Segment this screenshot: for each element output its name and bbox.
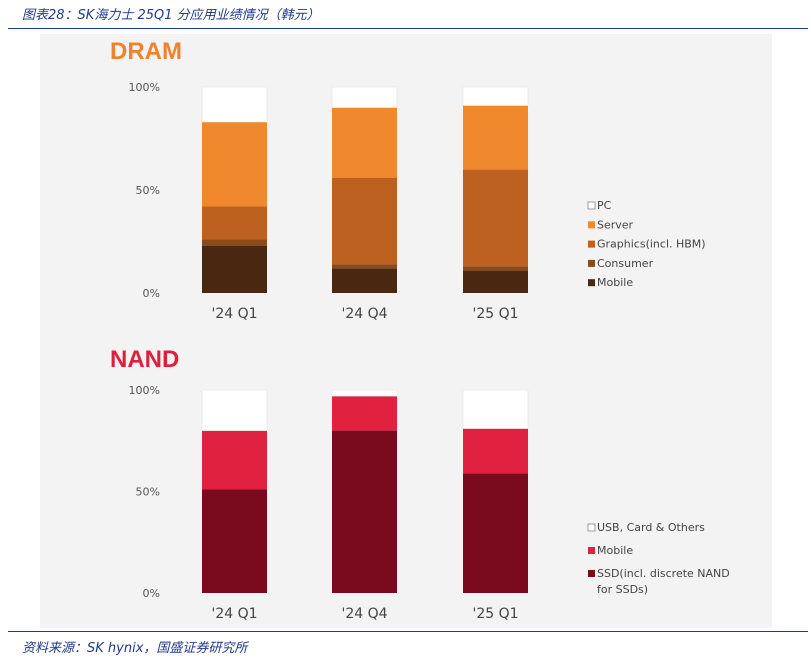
dram-bar-segment-graphics-incl-hbm- [202,206,267,240]
nand-legend-label: USB, Card & Others [597,521,705,534]
dram-y-tick-label: 50% [136,184,160,197]
nand-bar-segment-ssd-incl-discrete-nand-for-ssds- [463,473,528,593]
dram-legend-label: Graphics(incl. HBM) [597,238,706,251]
nand-legend-swatch [588,547,595,554]
dram-bar-segment-server [463,105,528,170]
nand-bar-segment-mobile [463,428,528,474]
dram-legend-label: Mobile [597,276,633,289]
dram-x-category-label: '25 Q1 [472,306,518,322]
dram-legend-label: PC [597,199,612,212]
nand-bar-segment-ssd-incl-discrete-nand-for-ssds- [332,430,397,593]
dram-legend-swatch [587,201,596,210]
dram-legend-swatch [588,279,595,287]
dram-bar-segment-mobile [463,270,528,293]
nand-bar-segment-ssd-incl-discrete-nand-for-ssds- [202,489,267,593]
nand-bar-segment-mobile [202,430,267,490]
nand-legend-label: Mobile [597,544,633,557]
dram-y-tick-label: 100% [129,81,160,94]
dram-bar-segment-consumer [332,264,397,269]
nand-bar-segment-usb-card-others [331,389,398,397]
nand-chart-title: NAND [110,346,179,373]
dram-bar-segment-pc [462,86,529,106]
figure-caption: 图表28：SK海力士 25Q1 分应用业绩情况（韩元） [22,8,320,23]
dram-bar-segment-consumer [463,266,528,271]
nand-y-tick-label: 0% [143,587,160,600]
nand-x-category-label: '25 Q1 [472,606,518,622]
nand-bar-segment-usb-card-others [201,389,268,431]
dram-legend-label: Consumer [597,257,654,270]
dram-bar-segment-server [332,107,397,178]
dram-bar-segment-graphics-incl-hbm- [463,169,528,267]
dram-bar-segment-pc [201,86,268,123]
dram-legend-label: Server [597,218,634,231]
dram-y-tick-label: 0% [143,287,160,300]
dram-chart-title: DRAM [110,38,182,65]
nand-y-tick-label: 50% [136,486,160,499]
nand-bar-segment-mobile [332,396,397,431]
nand-legend-label: SSD(incl. discrete NAND for SSDs) [597,567,730,596]
nand-legend-swatch [587,523,596,532]
dram-bar-segment-consumer [202,239,267,246]
dram-x-category-label: '24 Q4 [341,306,387,322]
nand-bar-segment-usb-card-others [462,389,529,429]
top-divider [8,28,808,29]
dram-legend-swatch [588,259,595,267]
nand-x-category-label: '24 Q4 [341,606,387,622]
dram-legend-swatch [588,221,595,229]
nand-y-tick-label: 100% [129,384,160,397]
source-note: 资料来源：SK hynix，国盛证券研究所 [22,641,248,656]
nand-legend-swatch [588,570,595,577]
dram-x-category-label: '24 Q1 [211,306,257,322]
dram-bar-segment-server [202,122,267,207]
dram-bar-segment-graphics-incl-hbm- [332,177,397,265]
dram-legend-swatch [588,240,595,248]
chart-panel [40,34,772,628]
dram-bar-segment-pc [331,86,398,108]
bottom-divider [8,631,808,632]
dram-bar-segment-mobile [202,245,267,293]
nand-x-category-label: '24 Q1 [211,606,257,622]
dram-bar-segment-mobile [332,268,397,293]
